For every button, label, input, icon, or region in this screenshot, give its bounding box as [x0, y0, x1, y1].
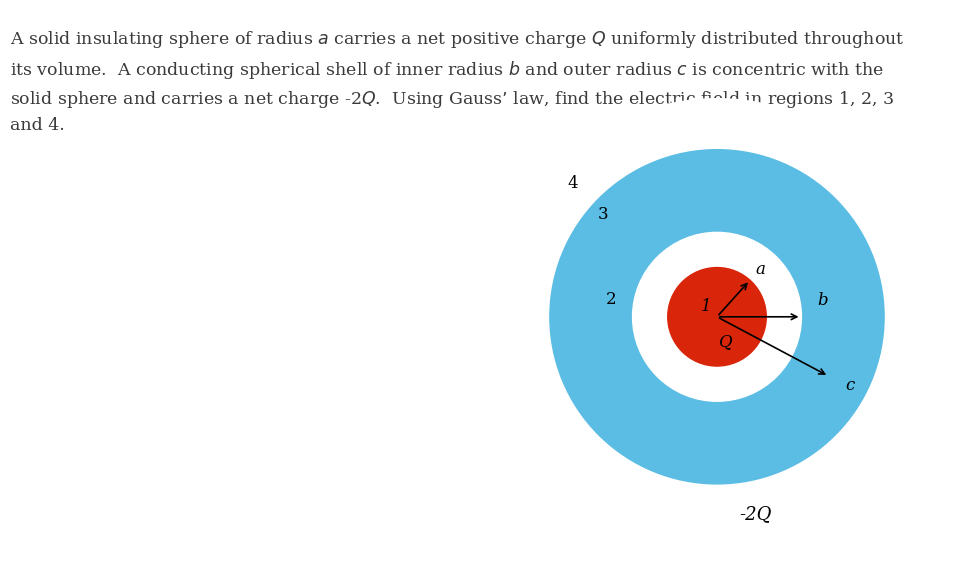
Text: -2Q: -2Q: [740, 505, 771, 523]
Text: 1: 1: [701, 298, 712, 314]
Circle shape: [667, 267, 767, 366]
Text: c: c: [845, 377, 855, 393]
Circle shape: [550, 150, 884, 484]
Text: a: a: [755, 261, 766, 278]
Text: 3: 3: [598, 206, 608, 223]
Text: A solid insulating sphere of radius $a$ carries a net positive charge $Q$ unifor: A solid insulating sphere of radius $a$ …: [10, 29, 904, 134]
Text: 4: 4: [568, 175, 578, 192]
Circle shape: [633, 232, 801, 401]
Text: Q: Q: [719, 333, 732, 350]
Circle shape: [499, 98, 935, 535]
Text: b: b: [817, 293, 828, 309]
Text: 2: 2: [606, 291, 617, 308]
